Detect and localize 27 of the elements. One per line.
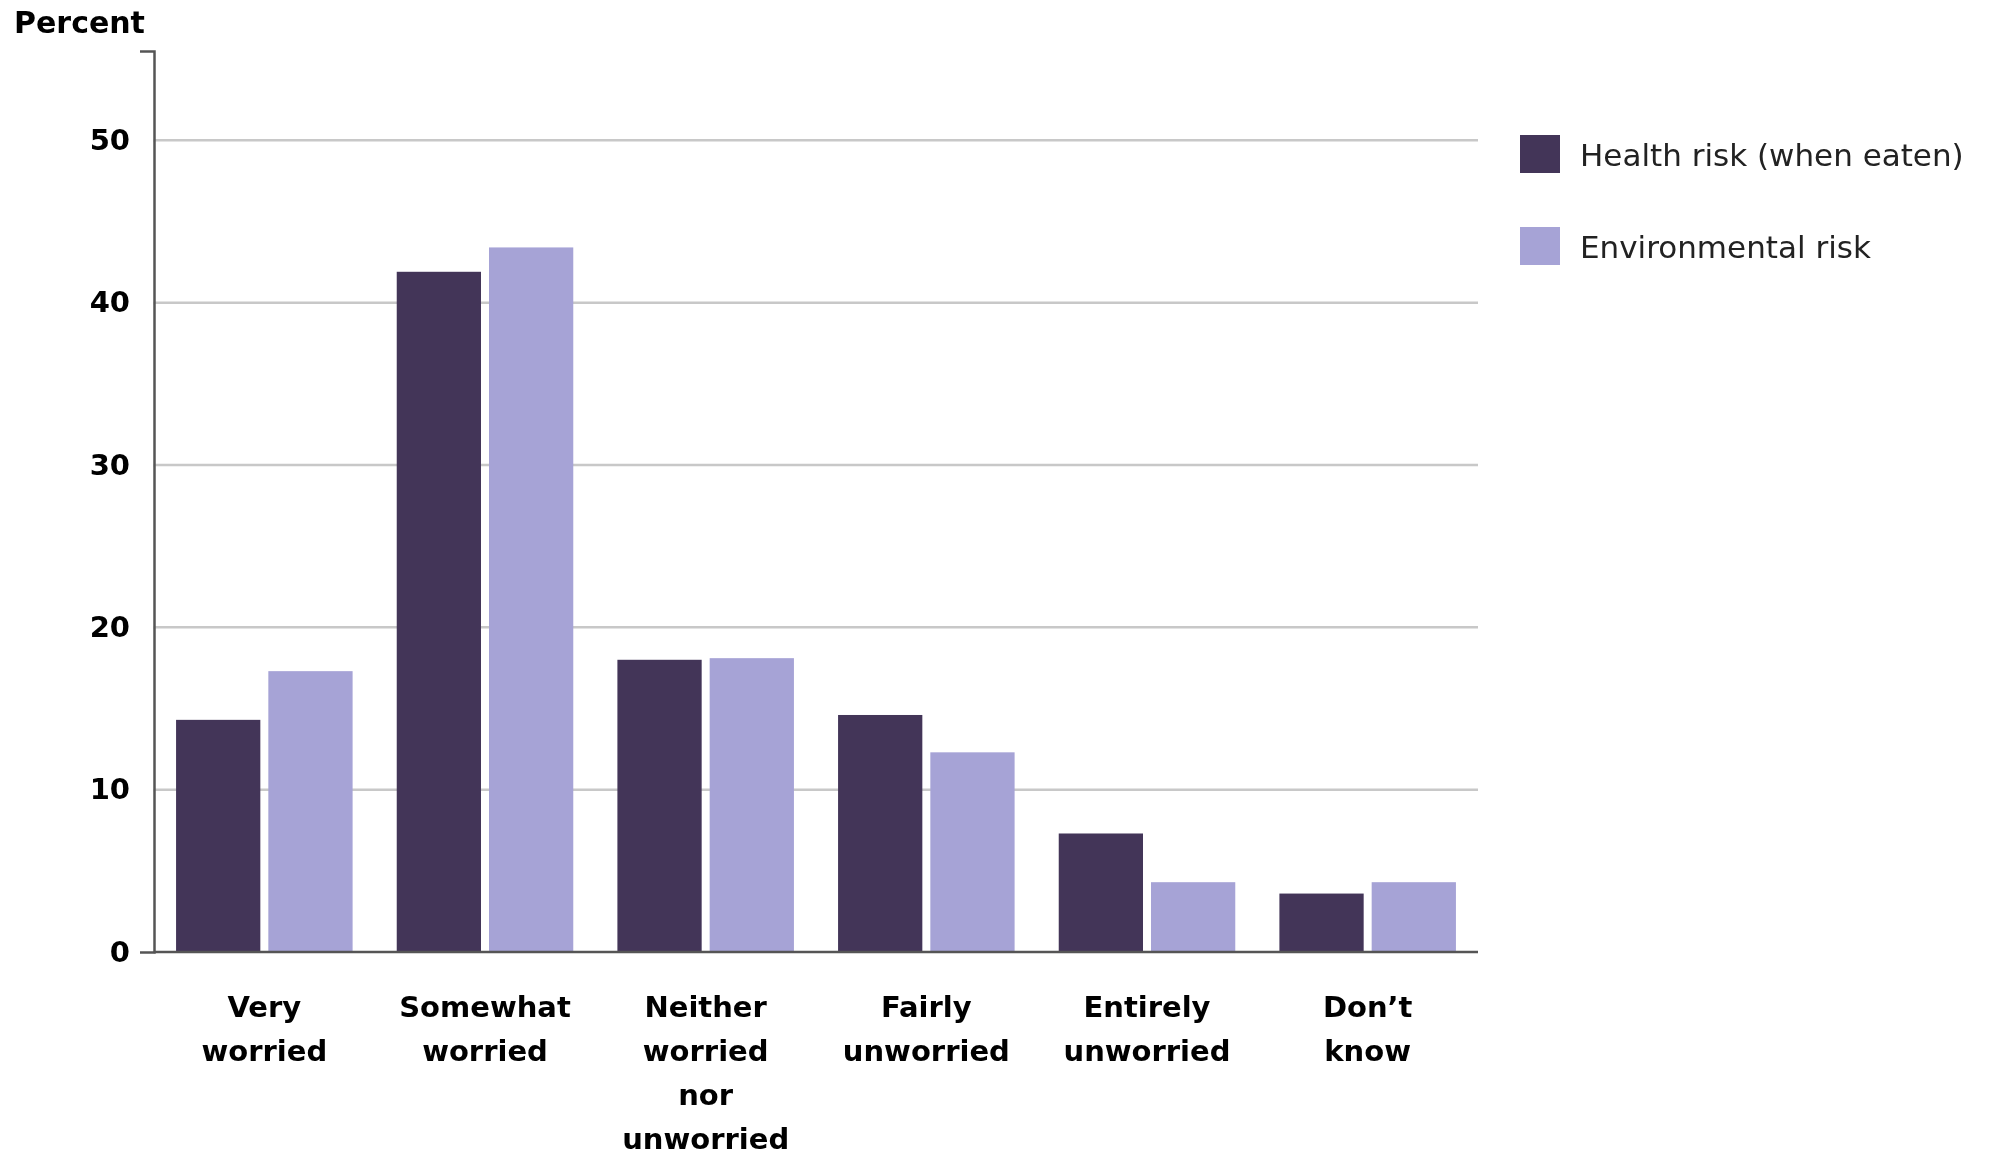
y-tick-label: 10 <box>89 772 130 807</box>
y-tick-label: 0 <box>109 934 130 969</box>
x-tick-label: Very worried <box>201 990 328 1068</box>
bar <box>709 658 794 952</box>
y-tick-label: 30 <box>89 447 130 482</box>
bar <box>1151 882 1236 952</box>
legend-label: Environmental risk <box>1580 229 1871 265</box>
y-tick-label: 50 <box>89 123 130 158</box>
bar <box>396 271 481 952</box>
bar <box>1371 882 1456 952</box>
bar <box>838 714 923 952</box>
x-tick-label: Don’t know <box>1322 990 1413 1068</box>
x-tick-label: Entirely unworried <box>1063 990 1231 1068</box>
bar <box>176 719 261 952</box>
bar <box>1279 893 1364 952</box>
x-tick-label: Somewhat worried <box>399 990 571 1068</box>
y-axis-title: Percent <box>14 5 145 40</box>
x-tick-label: Fairly unworried <box>842 990 1010 1068</box>
bar <box>489 247 574 952</box>
legend-label: Health risk (when eaten) <box>1580 137 1964 173</box>
bar <box>930 752 1015 952</box>
bar <box>1058 833 1143 952</box>
bar <box>617 659 702 952</box>
y-tick-label: 20 <box>89 610 130 645</box>
x-tick-label: Neither worried nor unworried <box>622 990 790 1156</box>
y-tick-label: 40 <box>89 285 130 320</box>
bar <box>268 671 353 952</box>
